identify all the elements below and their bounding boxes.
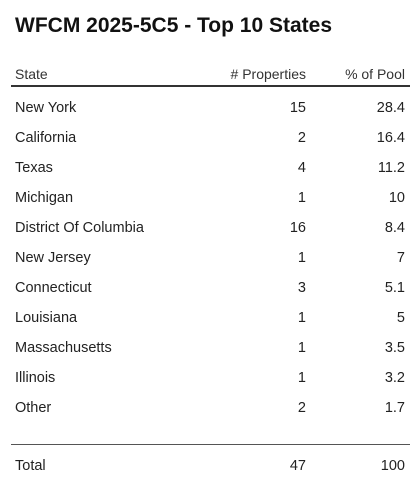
properties-cell: 15 (289, 100, 306, 116)
state-cell: Massachusetts (15, 340, 112, 356)
state-cell: Other (15, 400, 52, 416)
pct-pool-cell: 1.7 (384, 400, 405, 416)
table-row: Illinois 1 3.2 (11, 363, 410, 393)
properties-cell: 1 (297, 190, 306, 206)
table-row: New Jersey 1 7 (11, 243, 410, 273)
table-body: New York 15 28.4 California 2 16.4 Texas… (11, 87, 410, 423)
properties-cell: 16 (289, 220, 306, 236)
total-row: Total 47 100 (11, 451, 410, 481)
pct-pool-cell: 10 (388, 190, 405, 206)
state-cell: New York (15, 100, 77, 116)
total-divider (11, 423, 410, 445)
properties-cell: 1 (297, 310, 306, 326)
pct-pool-cell: 3.2 (384, 370, 405, 386)
state-cell: Connecticut (15, 280, 92, 296)
table-row: Massachusetts 1 3.5 (11, 333, 410, 363)
total-pct-pool: 100 (380, 458, 405, 474)
column-header-pct-pool: % of Pool (345, 66, 405, 82)
table-row: Louisiana 1 5 (11, 303, 410, 333)
table-header: State # Properties % of Pool (11, 64, 410, 87)
table-row: District Of Columbia 16 8.4 (11, 213, 410, 243)
table-row: Michigan 1 10 (11, 183, 410, 213)
pct-pool-cell: 3.5 (384, 340, 405, 356)
properties-cell: 4 (297, 160, 306, 176)
properties-cell: 3 (297, 280, 306, 296)
state-cell: New Jersey (15, 250, 91, 266)
column-header-state: State (15, 66, 48, 82)
table-row: New York 15 28.4 (11, 93, 410, 123)
pct-pool-cell: 7 (396, 250, 405, 266)
pct-pool-cell: 5.1 (384, 280, 405, 296)
properties-cell: 1 (297, 370, 306, 386)
table-row: Other 2 1.7 (11, 393, 410, 423)
states-table: State # Properties % of Pool New York 15… (11, 64, 410, 481)
pct-pool-cell: 8.4 (384, 220, 405, 236)
table-row: Texas 4 11.2 (11, 153, 410, 183)
state-cell: Louisiana (15, 310, 78, 326)
pct-pool-cell: 16.4 (376, 130, 405, 146)
column-header-properties: # Properties (230, 66, 306, 82)
pct-pool-cell: 11.2 (377, 160, 405, 176)
state-cell: District Of Columbia (15, 220, 144, 236)
properties-cell: 2 (297, 400, 306, 416)
properties-cell: 1 (297, 340, 306, 356)
state-cell: California (15, 130, 77, 146)
pct-pool-cell: 28.4 (376, 100, 405, 116)
total-label: Total (15, 458, 46, 474)
page-title: WFCM 2025-5C5 - Top 10 States (15, 14, 333, 37)
state-cell: Michigan (15, 190, 74, 206)
properties-cell: 2 (297, 130, 306, 146)
state-cell: Texas (15, 160, 53, 176)
table-row: Connecticut 3 5.1 (11, 273, 410, 303)
pct-pool-cell: 5 (396, 310, 405, 326)
state-cell: Illinois (15, 370, 56, 386)
table-row: California 2 16.4 (11, 123, 410, 153)
properties-cell: 1 (297, 250, 306, 266)
total-properties: 47 (289, 458, 306, 474)
